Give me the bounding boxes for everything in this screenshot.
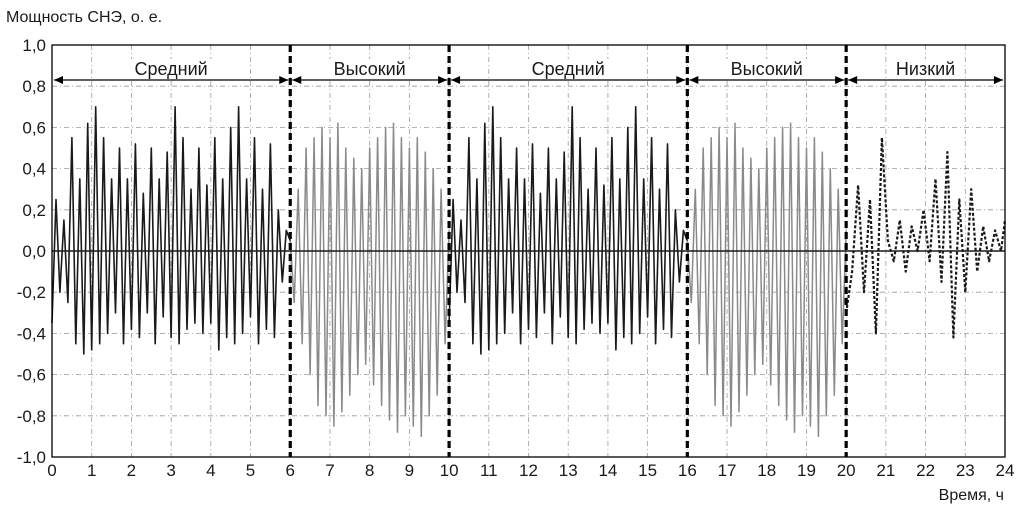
y-tick-label: 0,2 [22, 201, 46, 220]
y-tick-label: -1,0 [17, 448, 46, 467]
x-tick-label: 24 [996, 461, 1015, 480]
mode-span: Высокий [689, 59, 845, 85]
x-tick-label: 4 [206, 461, 215, 480]
x-tick-label: 12 [519, 461, 538, 480]
y-tick-label: 0,6 [22, 118, 46, 137]
arrow-left-icon [848, 76, 858, 85]
x-tick-label: 7 [325, 461, 334, 480]
mode-span: Низкий [848, 59, 1003, 85]
x-tick-label: 11 [480, 461, 498, 480]
plot-frame [51, 44, 1006, 458]
mode-label-background [327, 59, 412, 80]
y-tick-label: -0,2 [17, 283, 46, 302]
arrow-right-icon [994, 76, 1003, 85]
x-tick-label: 1 [87, 461, 96, 480]
y-tick-label: 0,4 [22, 160, 46, 179]
y-tick-labels: 1,0 0,8 0,6 0,4 0,2 0,0 -0,2 -0,4 -0,6 -0,8 -1,0 [17, 36, 46, 467]
series-line-1 [51, 106, 292, 355]
arrow-right-icon [835, 76, 845, 85]
x-tick-label: 2 [127, 461, 136, 480]
arrow-left-icon [54, 76, 63, 85]
series-line-2 [289, 122, 450, 438]
arrow-right-icon [676, 76, 686, 85]
mode-label-background [525, 59, 611, 80]
y-tick-label: -0,4 [17, 324, 46, 343]
x-tick-label: 14 [598, 461, 617, 480]
x-tick-label: 18 [757, 461, 776, 480]
y-tick-label: -0,6 [17, 366, 46, 385]
x-tick-label: 17 [718, 461, 737, 480]
x-tick-label: 8 [365, 461, 374, 480]
mode-spans: Средний Высокий Средний Высокий Низкий [54, 59, 1003, 85]
y-tick-label: 0,8 [22, 77, 46, 96]
x-tick-label: 6 [286, 461, 295, 480]
arrow-right-icon [279, 76, 289, 85]
x-tick-label: 22 [916, 461, 935, 480]
mode-label: Высокий [334, 59, 406, 79]
y-axis-label: Мощность СНЭ, о. е. [6, 9, 162, 26]
arrow-left-icon [689, 76, 699, 85]
x-tick-label: 9 [405, 461, 414, 480]
x-tick-label: 13 [559, 461, 578, 480]
arrow-right-icon [438, 76, 448, 85]
arrow-left-icon [292, 76, 302, 85]
x-tick-label: 15 [638, 461, 657, 480]
x-tick-label: 19 [797, 461, 816, 480]
mode-label-background [128, 59, 214, 80]
x-tick-label: 10 [440, 461, 459, 480]
dividers [288, 45, 848, 457]
x-tick-label: 5 [246, 461, 255, 480]
x-tick-label: 3 [166, 461, 175, 480]
x-tick-label: 21 [876, 461, 895, 480]
series-line-3 [448, 106, 689, 355]
mode-span: Средний [451, 59, 686, 85]
mode-span: Средний [54, 59, 289, 85]
mode-label: Средний [532, 59, 605, 79]
x-tick-labels: 0 1 2 3 4 5 6 7 8 9 10 11 12 13 14 15 16 17 18 19 20 21 22 23 24 [47, 461, 1014, 480]
y-tick-label: 0,0 [22, 242, 46, 261]
mode-label-background [724, 59, 809, 80]
arrow-left-icon [451, 76, 461, 85]
mode-label: Высокий [731, 59, 803, 79]
mode-label: Низкий [896, 59, 955, 79]
x-tick-label: 0 [47, 461, 56, 480]
x-tick-label: 16 [678, 461, 697, 480]
x-axis-label: Время, ч [939, 487, 1004, 504]
series-line-5 [845, 136, 1007, 339]
series-line-4 [686, 122, 847, 438]
x-tick-label: 23 [956, 461, 975, 480]
mode-label-background [889, 59, 962, 80]
y-tick-label: 1,0 [22, 36, 46, 55]
mode-span: Высокий [292, 59, 448, 85]
y-tick-label: -0,8 [17, 407, 46, 426]
series-layer [51, 106, 1007, 438]
x-tick-label: 20 [837, 461, 856, 480]
mode-label: Средний [135, 59, 208, 79]
